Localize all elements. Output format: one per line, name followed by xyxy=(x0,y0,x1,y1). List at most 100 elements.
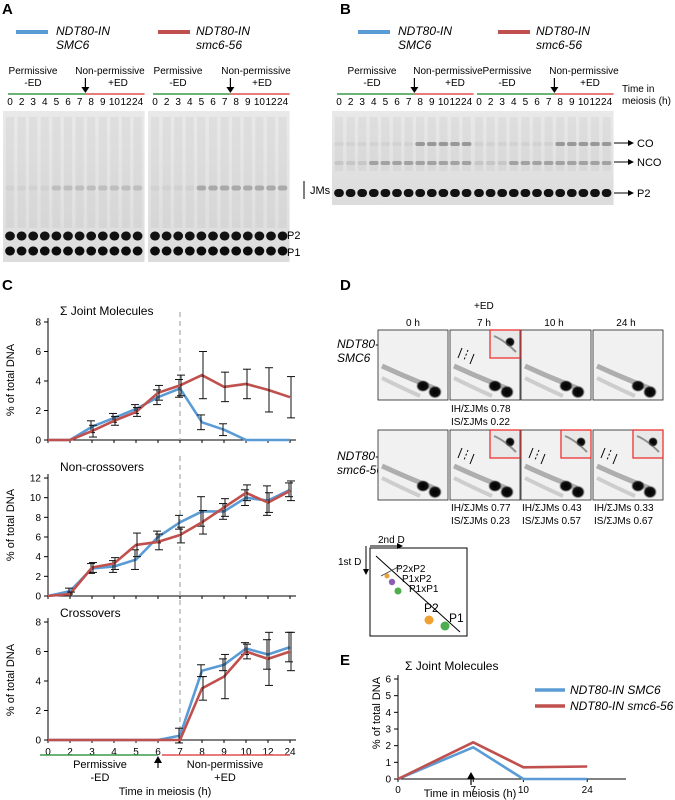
gel-band-p2 xyxy=(555,189,566,197)
gel-band-p2 xyxy=(520,189,531,197)
legend-a-blue-line2: SMC6 xyxy=(56,38,90,52)
gel-lane-smear xyxy=(40,117,49,228)
gel-band-p1 xyxy=(219,246,230,256)
series-line-0 xyxy=(48,645,291,742)
gel-band-co xyxy=(601,142,612,146)
y-tick-label: 0 xyxy=(35,736,41,747)
schematic-dot-p1xp1 xyxy=(394,587,402,595)
gel-band-p2 xyxy=(532,189,542,197)
lane-label-3: 3 xyxy=(175,97,181,108)
gel-band-p1 xyxy=(109,246,120,256)
panel-b: B NDT80-IN SMC6 NDT80-IN smc6-56 Permiss… xyxy=(332,1,671,205)
chart1-ylabel: % of total DNA xyxy=(5,343,17,416)
e-xlabel: Time in meiosis (h) xyxy=(424,788,517,800)
panel-e: E Σ Joint Molecules % of total DNA 0 1 2 3 4… xyxy=(340,652,674,800)
gel-band-co xyxy=(357,142,368,146)
gel-band-p2 xyxy=(450,189,460,197)
gel-band-jm xyxy=(51,185,62,191)
band-label-p2: P2 xyxy=(287,230,300,242)
gel-band-co xyxy=(345,142,356,146)
gel-band-co xyxy=(392,142,402,146)
blot-jm-mark xyxy=(457,347,463,359)
a1-permissive-label: Permissive xyxy=(9,66,58,77)
gel-band-nco xyxy=(438,161,449,165)
b2-nonpermissive-label: Non-permissive xyxy=(549,66,619,77)
d-row2-is-24h: IS/ΣJMs 0.67 xyxy=(594,516,653,527)
lane-label-0: 0 xyxy=(336,97,342,108)
gel-lane-smear xyxy=(404,117,413,171)
b2-permissive-label: Permissive xyxy=(483,66,532,77)
gel-band-jm xyxy=(231,185,242,191)
schematic-label-p2xp2: P2xP2 xyxy=(396,564,426,575)
schematic-label-p1xp2: P1xP2 xyxy=(402,574,432,585)
blot-spot-p2-r1-c1 xyxy=(488,480,502,492)
gel-lane-smear xyxy=(556,117,565,171)
lane-label-4: 4 xyxy=(371,97,377,108)
blot-inset-zoom xyxy=(489,329,521,359)
gel-band-p2 xyxy=(86,231,97,241)
e-y-tick-label: 5 xyxy=(385,691,391,702)
blot-inset-zoom xyxy=(489,429,521,459)
lane-label-2: 2 xyxy=(19,97,25,108)
blot-spot-p2-r1-c2 xyxy=(559,480,573,492)
co-arrow-head xyxy=(628,140,634,146)
x-tick-label-10: 10 xyxy=(240,747,252,758)
d-time-0: 0 h xyxy=(406,318,420,329)
lane-label-8: 8 xyxy=(233,97,239,108)
chart-non-crossovers: 0 2 4 6 8 10 12 xyxy=(30,456,296,603)
gel-band-co xyxy=(380,142,391,146)
blot-arc2-r1-c2 xyxy=(524,476,564,498)
d-time-24: 24 h xyxy=(616,318,635,329)
band-label-co: CO xyxy=(637,138,654,150)
gel-band-nco xyxy=(543,161,554,165)
gel-lane-smear xyxy=(590,117,600,171)
gel-lane-smear xyxy=(544,117,553,171)
gel-band-nco xyxy=(368,161,379,165)
lane-label-8: 8 xyxy=(417,97,423,108)
meiosis-h-label: meiosis (h) xyxy=(622,96,671,107)
gel-lane-smear xyxy=(266,117,276,228)
gel-band-nco xyxy=(403,161,414,165)
chart3-title: Crossovers xyxy=(60,606,121,620)
gel-band-p2 xyxy=(266,231,276,241)
gel-band-jm xyxy=(63,185,73,191)
lane-label-6: 6 xyxy=(394,97,400,108)
gel-band-p2 xyxy=(368,189,379,197)
gel-band-p2 xyxy=(254,231,265,241)
gel-band-co xyxy=(450,142,460,146)
gel-lane-smear xyxy=(474,117,484,171)
c-nonpermissive-label: Non-permissive xyxy=(187,759,263,771)
y-tick-label: 8 xyxy=(35,513,41,524)
gel-band-p2 xyxy=(121,231,131,241)
gel-band-p1 xyxy=(39,246,50,256)
blot-spot-p2-r0-c1 xyxy=(488,380,502,392)
a1-nonpermissive-label: Non-permissive xyxy=(75,66,145,77)
blot-arc2-r0-c1 xyxy=(453,376,493,398)
gel-lane-smear xyxy=(602,117,611,171)
d-row1-genotype-l2: SMC6 xyxy=(337,351,371,365)
y-tick-label: 8 xyxy=(35,618,41,629)
gel-band-jm xyxy=(196,185,207,191)
schematic-dot-p2 xyxy=(424,615,434,625)
gel-band-p2 xyxy=(438,189,449,197)
gel-band-p2 xyxy=(508,189,519,197)
b1-nonpermissive-label: Non-permissive xyxy=(413,66,483,77)
legend-e-red: NDT80-IN smc6-56 xyxy=(570,699,674,713)
gel-band-co xyxy=(520,142,531,146)
schematic-2nd-d: 2nd D xyxy=(378,535,405,546)
a1-permissive-sub: -ED xyxy=(24,78,41,89)
b2-permissive-sub: -ED xyxy=(498,78,515,89)
schematic-label-p2: P2 xyxy=(424,601,439,615)
schematic-dot-p1 xyxy=(440,621,450,631)
gel-band-p2 xyxy=(334,189,344,197)
blot-inset-streak xyxy=(493,435,517,453)
gel-band-nco xyxy=(520,161,531,165)
series-line-1 xyxy=(48,650,291,742)
blot-spot-p2-r1-c0 xyxy=(416,480,430,492)
legend-b-blue-line2: SMC6 xyxy=(398,38,432,52)
gel-band-co xyxy=(415,142,426,146)
blot-spot-p2-r0-c0 xyxy=(416,380,430,392)
gel-lane-smear xyxy=(358,117,367,171)
gel-a: 0 2 3 4 5 6 7 8 9 10 12 24 0 2 3 4 5 6 7 8 9 10 12 24 xyxy=(3,78,290,262)
blot-spot-p1-r0-c2 xyxy=(571,385,585,399)
